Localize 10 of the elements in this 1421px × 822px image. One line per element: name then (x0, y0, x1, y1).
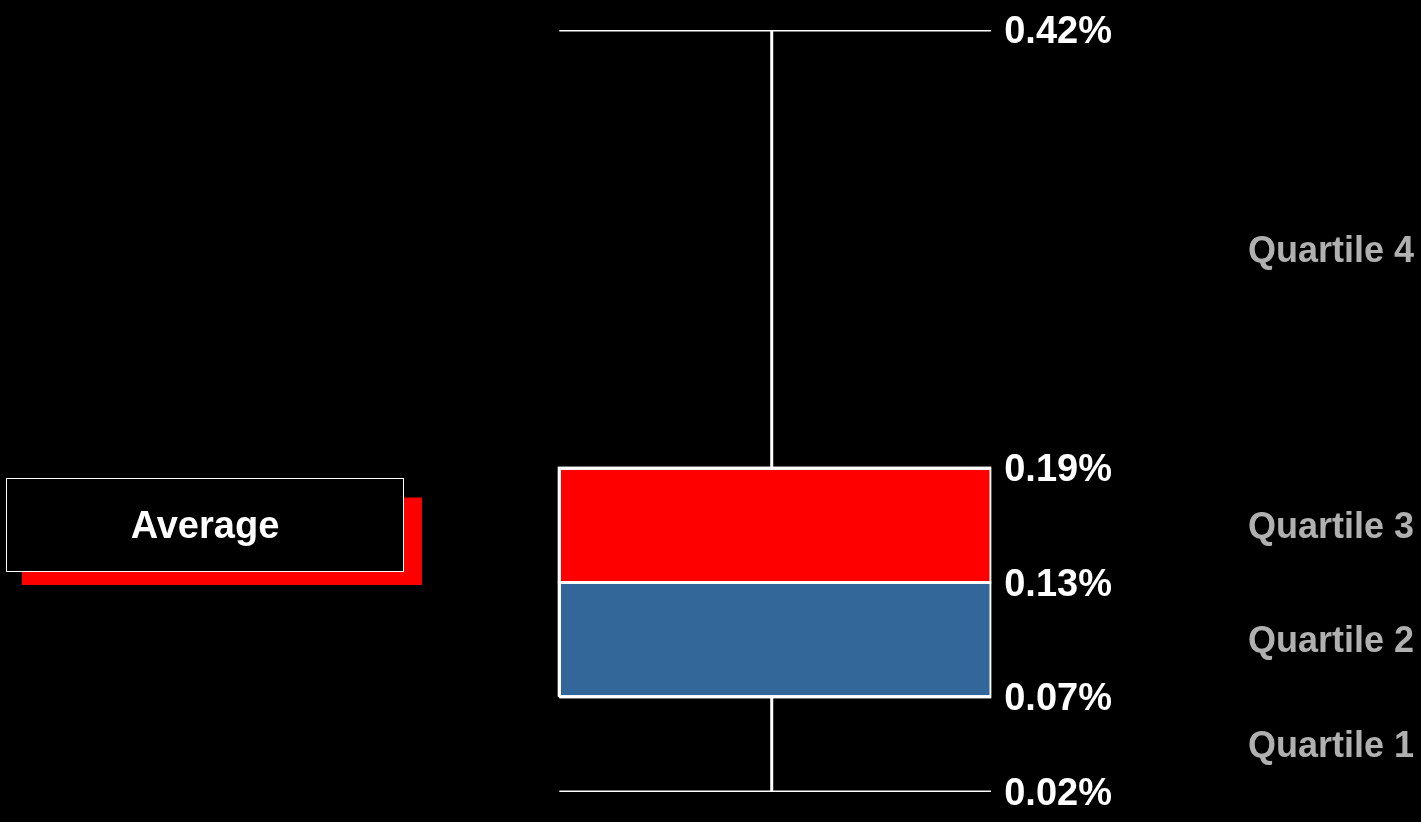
text: Quartile 3 (1248, 505, 1415, 546)
y-tick-label: 0.13% (1004, 561, 1112, 604)
y-tick-label: 0.02% (1004, 771, 1112, 814)
text: Average (130, 504, 280, 546)
y-tick-label: 0.07% (1004, 676, 1112, 719)
text: Quartile 1 (1248, 724, 1415, 765)
text: Quartile 4 (1248, 229, 1415, 270)
y-tick-label: 0.42% (1004, 9, 1112, 52)
text: Quartile 2 (1248, 619, 1415, 660)
y-tick-label: 0.19% (1004, 447, 1112, 490)
